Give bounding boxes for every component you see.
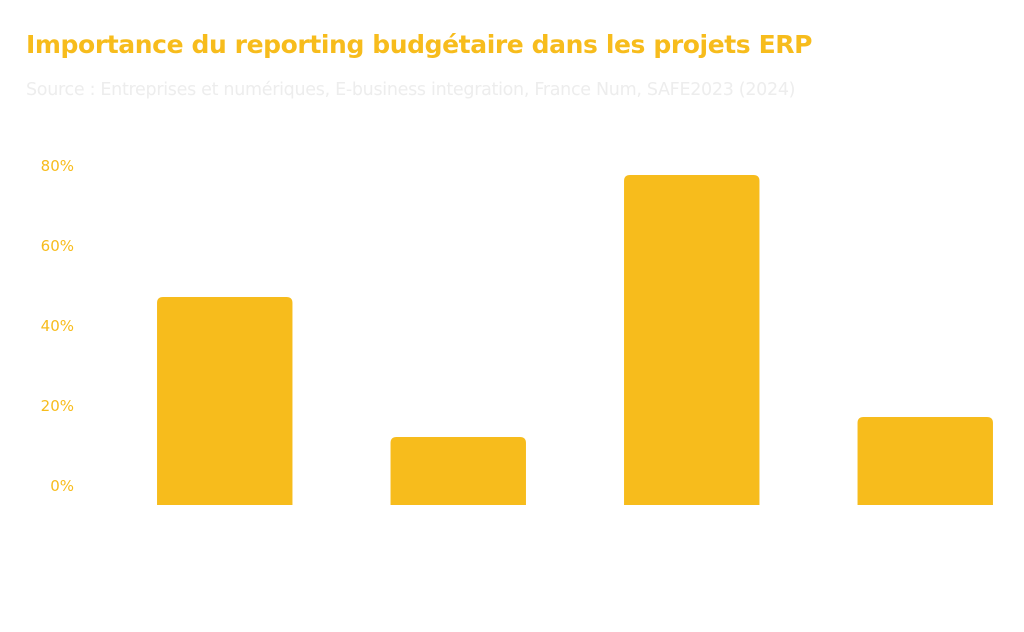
chart-subtitle: Source : Entreprises et numériques, E-bu… xyxy=(26,80,796,100)
bar xyxy=(857,417,993,505)
bar xyxy=(390,437,526,505)
chart-title: Importance du reporting budgétaire dans … xyxy=(26,30,813,59)
bar xyxy=(157,297,293,505)
bar-series xyxy=(157,175,993,505)
bar xyxy=(624,175,760,505)
y-tick-label: 60% xyxy=(41,237,74,255)
y-tick-label: 0% xyxy=(50,477,74,495)
y-axis: 0% 20% 40% 60% 80% xyxy=(41,157,74,495)
y-tick-label: 80% xyxy=(41,157,74,175)
y-tick-label: 40% xyxy=(41,317,74,335)
y-tick-label: 20% xyxy=(41,397,74,415)
